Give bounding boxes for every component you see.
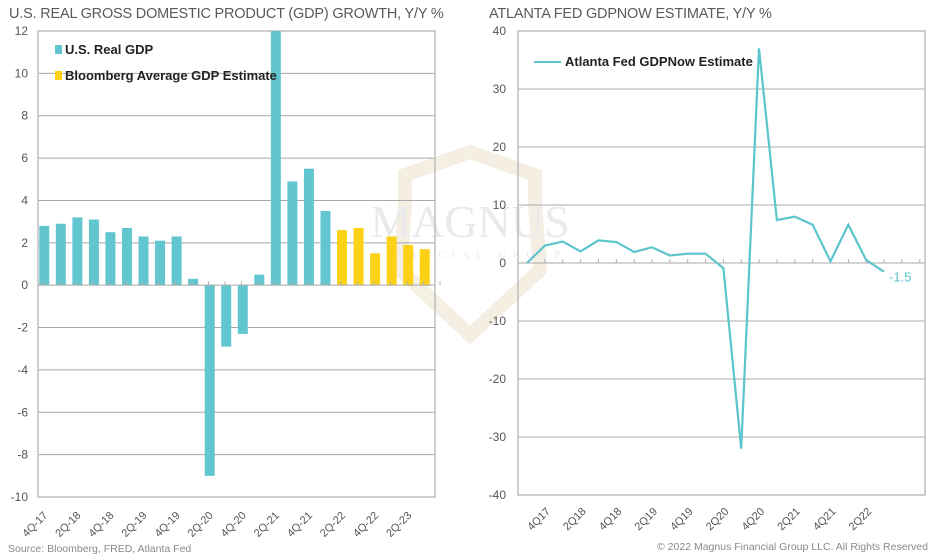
bar [303, 168, 314, 286]
watermark-logo: MAGNUS FINANCIAL GROUP [370, 144, 570, 345]
bar [386, 236, 397, 286]
copyright-note: © 2022 Magnus Financial Group LLC. All R… [657, 541, 928, 553]
legend-label: Atlanta Fed GDPNow Estimate [565, 54, 753, 69]
bar [270, 31, 281, 286]
x-tick-label: 2Q19 [633, 506, 661, 534]
bar [221, 285, 232, 347]
last-value-label: -1.5 [889, 270, 911, 285]
x-tick-label: 4Q19 [668, 506, 696, 534]
x-tick-label: 4Q20 [740, 506, 768, 534]
bar [337, 230, 348, 286]
right-chart-title: ATLANTA FED GDPNOW ESTIMATE, Y/Y % [489, 6, 772, 22]
x-tick-label: 4Q-17 [20, 510, 50, 540]
bar [155, 240, 166, 286]
y-tick-label: -8 [17, 448, 28, 462]
y-tick-label: 40 [493, 24, 507, 38]
legend-swatch [55, 45, 62, 54]
x-tick-label: 2Q-21 [252, 510, 282, 540]
gdp-growth-bar-chart: 12 10 8 6 4 2 0 -2 -4 -6 -8 -10 4Q-17 2Q-18 4Q-18 2Q-19… [11, 24, 441, 540]
legend-swatch [55, 71, 62, 80]
bar [204, 285, 215, 476]
y-tick-label: 20 [493, 140, 507, 154]
bar [370, 253, 381, 286]
bar [55, 223, 66, 286]
y-tick-label: -4 [17, 363, 28, 377]
bar [72, 217, 83, 286]
x-tick-label: 2Q18 [561, 506, 589, 534]
bar [287, 181, 298, 286]
bar [254, 274, 265, 286]
bar [88, 219, 99, 286]
gdpnow-line-chart: 40 30 20 10 0 -10 -20 -30 -40 4Q17 2Q18 4Q18 2Q19 4Q1… [489, 24, 926, 534]
watermark-subtitle: FINANCIAL GROUP [373, 250, 568, 261]
y-tick-label: 4 [21, 193, 28, 207]
y-tick-label: 8 [21, 109, 28, 123]
y-tick-label: -40 [489, 488, 507, 502]
x-tick-label: 4Q-18 [86, 510, 116, 540]
bar [403, 244, 414, 286]
x-tick-label: 2Q-18 [53, 510, 83, 540]
plot-frame [37, 30, 436, 498]
y-tick-label: 30 [493, 82, 507, 96]
y-tick-label: -2 [17, 321, 28, 335]
bar [188, 278, 199, 286]
watermark-name: MAGNUS [370, 196, 569, 247]
y-tick-label: 2 [21, 236, 28, 250]
y-tick-label: 10 [15, 66, 29, 80]
source-note: Source: Bloomberg, FRED, Atlanta Fed [8, 543, 192, 555]
x-tick-label: 4Q21 [811, 506, 839, 534]
legend-label: Bloomberg Average GDP Estimate [65, 68, 277, 83]
y-tick-label: -30 [489, 430, 507, 444]
x-tick-label: 4Q-22 [351, 510, 381, 540]
x-tick-label: 4Q18 [597, 506, 625, 534]
y-tick-label: -10 [11, 490, 29, 504]
bar [39, 225, 50, 286]
series-line [526, 48, 885, 449]
y-tick-label: 12 [15, 24, 29, 38]
x-tick-label: 2Q-23 [384, 510, 414, 540]
x-tick-label: 4Q-20 [219, 510, 249, 540]
x-tick-label: 2Q21 [775, 506, 803, 534]
x-tick-label: 2Q20 [704, 506, 732, 534]
bar [171, 236, 182, 286]
bar [121, 227, 132, 286]
y-tick-label: -10 [489, 314, 507, 328]
y-tick-label: 6 [21, 151, 28, 165]
y-tick-label: -20 [489, 372, 507, 386]
y-tick-label: 0 [21, 278, 28, 292]
bar [353, 227, 364, 286]
bar [320, 211, 331, 286]
bar [419, 249, 430, 286]
bar [237, 285, 248, 334]
x-tick-label: 4Q-19 [153, 510, 183, 540]
y-tick-label: -6 [17, 405, 28, 419]
legend-label: U.S. Real GDP [65, 42, 153, 57]
left-chart-title: U.S. REAL GROSS DOMESTIC PRODUCT (GDP) G… [9, 6, 444, 22]
x-tick-label: 2Q-22 [318, 510, 348, 540]
x-tick-label: 4Q-21 [285, 510, 315, 540]
x-tick-label: 4Q17 [525, 506, 553, 534]
y-tick-label: 0 [499, 256, 506, 270]
y-tick-label: 10 [493, 198, 507, 212]
x-tick-label: 2Q22 [847, 506, 875, 534]
x-tick-label: 2Q-20 [186, 510, 216, 540]
bar [105, 232, 116, 286]
x-tick-label: 2Q-19 [120, 510, 150, 540]
bar [138, 236, 149, 286]
